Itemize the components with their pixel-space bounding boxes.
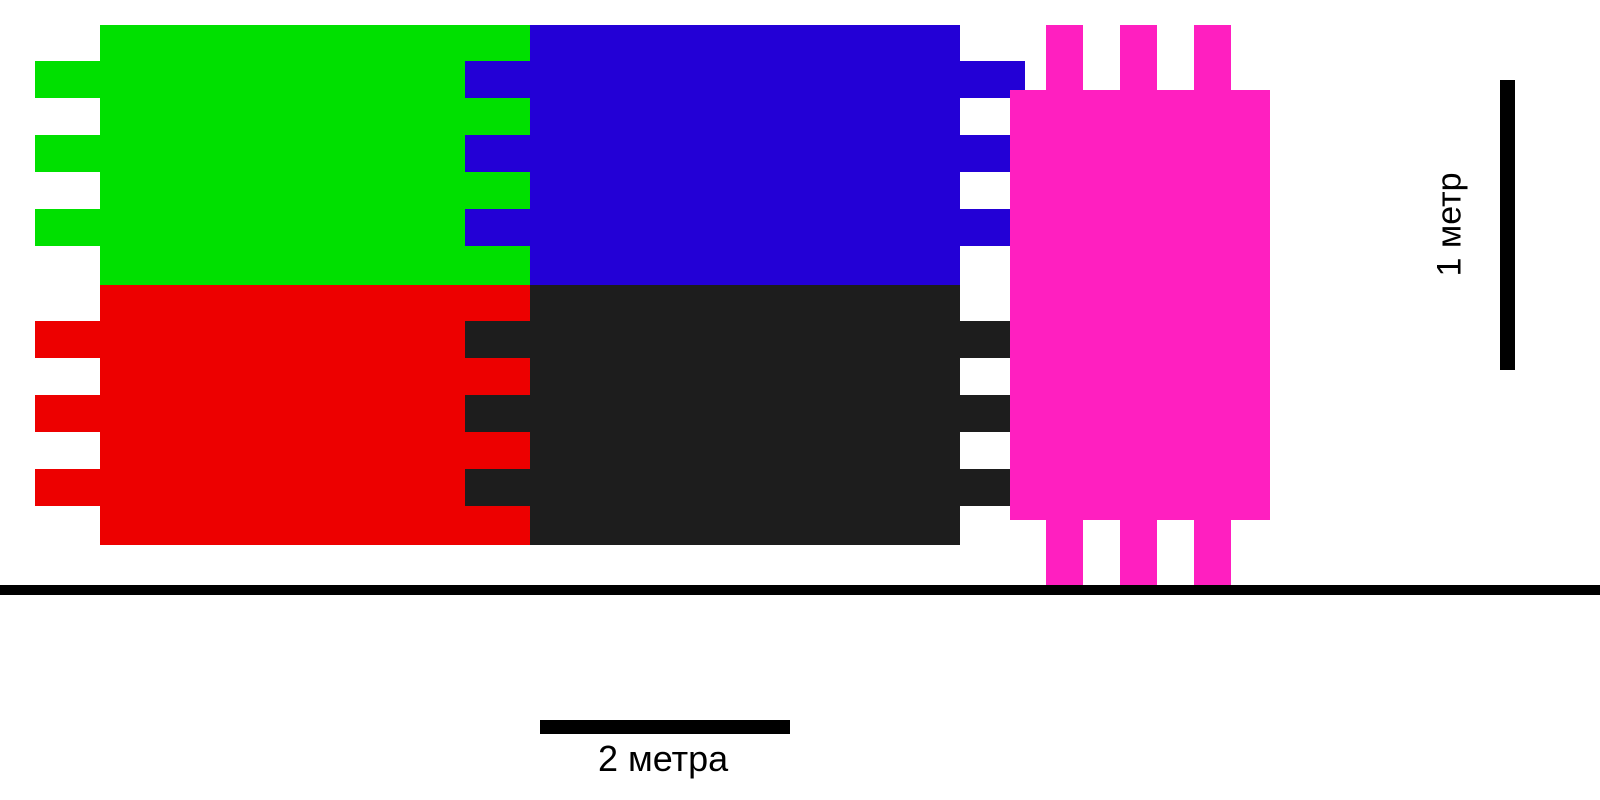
- horizontal-scale-label: 2 метра: [598, 738, 728, 780]
- piece-black: [465, 285, 1025, 550]
- vertical-scale-label: 1 метр: [1431, 125, 1470, 325]
- piece-blue: [465, 25, 1025, 290]
- ground-baseline: [0, 585, 1600, 595]
- piece-magenta: [1010, 25, 1270, 590]
- diagram-canvas: 2 метра 1 метр: [0, 0, 1600, 800]
- vertical-scale-bar: [1500, 80, 1515, 370]
- horizontal-scale-bar: [540, 720, 790, 734]
